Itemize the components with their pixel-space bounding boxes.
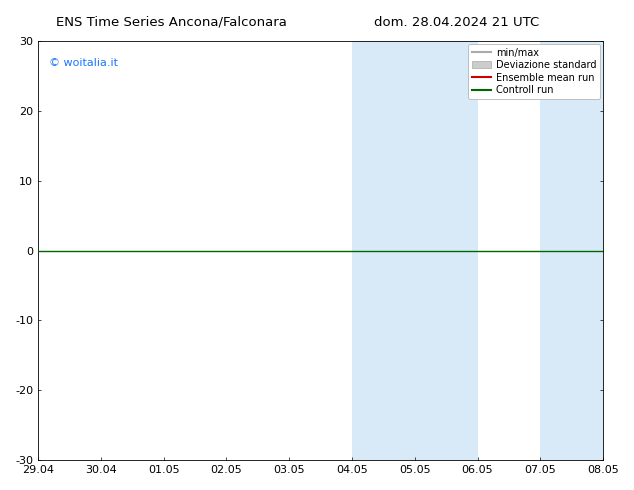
Text: dom. 28.04.2024 21 UTC: dom. 28.04.2024 21 UTC: [374, 16, 539, 29]
Text: © woitalia.it: © woitalia.it: [49, 58, 119, 68]
Bar: [572, 41, 603, 460]
Text: ENS Time Series Ancona/Falconara: ENS Time Series Ancona/Falconara: [56, 16, 287, 29]
Legend: min/max, Deviazione standard, Ensemble mean run, Controll run: min/max, Deviazione standard, Ensemble m…: [468, 44, 600, 99]
Bar: [540, 41, 572, 460]
Bar: [415, 41, 477, 460]
Bar: [352, 41, 415, 460]
